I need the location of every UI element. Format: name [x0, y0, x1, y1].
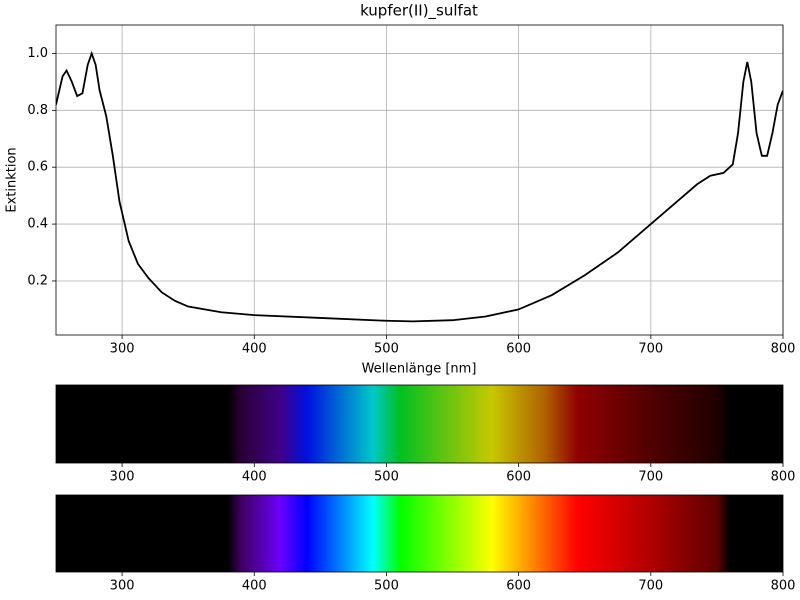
- x-tick-label: 600: [506, 342, 531, 357]
- x-axis-label: Wellenlänge [nm]: [362, 362, 477, 377]
- y-tick-label: 0.8: [27, 103, 48, 118]
- x-tick-label: 700: [638, 342, 663, 357]
- y-tick-label: 0.6: [27, 160, 48, 175]
- x-tick-label: 400: [242, 342, 267, 357]
- y-tick-label: 0.4: [27, 217, 48, 232]
- x-tick-label: 600: [506, 579, 531, 594]
- plot-frame: [55, 384, 784, 464]
- y-tick-label: 0.2: [27, 273, 48, 288]
- x-tick-label: 500: [374, 470, 399, 485]
- x-tick-label: 400: [242, 470, 267, 485]
- spectrum-strip: [56, 385, 783, 463]
- chart-title: kupfer(II)_sulfat: [360, 2, 478, 21]
- line: [56, 50, 783, 323]
- x-tick-label: 600: [506, 470, 531, 485]
- plot-frame: [55, 24, 784, 336]
- x-tick-label: 300: [110, 342, 135, 357]
- x-tick-label: 800: [771, 579, 796, 594]
- x-tick-label: 300: [110, 470, 135, 485]
- y-axis-label: Extinktion: [5, 147, 20, 212]
- x-tick-label: 400: [242, 579, 267, 594]
- y-tick-label: 1.0: [27, 46, 48, 61]
- plot-frame: [55, 494, 784, 573]
- x-tick-label: 500: [374, 342, 399, 357]
- spectrum-strip: [56, 495, 783, 572]
- x-tick-label: 800: [771, 470, 796, 485]
- x-tick-label: 500: [374, 579, 399, 594]
- x-tick-label: 300: [110, 579, 135, 594]
- x-tick-label: 800: [771, 342, 796, 357]
- x-tick-label: 700: [638, 579, 663, 594]
- x-tick-label: 700: [638, 470, 663, 485]
